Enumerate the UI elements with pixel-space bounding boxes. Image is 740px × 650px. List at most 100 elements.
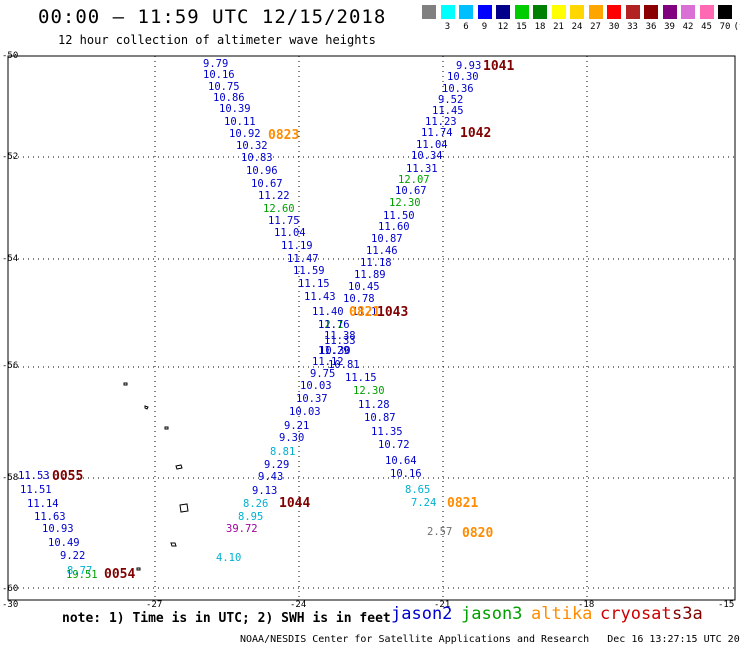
legend-label: 24	[571, 22, 583, 32]
map-subtitle: 12 hour collection of altimeter wave hei…	[58, 33, 376, 47]
wave-height-value: 9.22	[60, 550, 86, 562]
wave-height-value: 11.59	[293, 265, 325, 277]
pass-time-label: 1041	[483, 59, 515, 74]
wave-height-value: 10.16	[390, 468, 422, 480]
wave-height-value: 11.45	[432, 105, 464, 117]
wave-height-value: 11.15	[298, 278, 330, 290]
island-outline	[179, 503, 189, 513]
legend-label: 27	[590, 22, 601, 32]
legend-swatch	[422, 5, 436, 19]
legend-label: 21	[553, 22, 564, 32]
legend-label: (ft)	[733, 22, 740, 32]
legend-swatch	[644, 5, 658, 19]
legend-swatch	[718, 5, 732, 19]
note-text: note: 1) Time is in UTC; 2) SWH is in fe…	[62, 611, 391, 626]
wave-height-value: 9.43	[258, 471, 284, 483]
wave-height-value: 9.30	[279, 432, 305, 444]
lat-tick-label: -54	[2, 254, 19, 264]
wave-height-value: 11.89	[354, 269, 386, 281]
wave-height-value: 10.36	[442, 83, 474, 95]
wave-height-value: 11.35	[371, 426, 403, 438]
legend-label: 39	[664, 22, 675, 32]
legend-label: 33	[627, 22, 638, 32]
wave-height-value: 12.07	[398, 174, 430, 186]
wave-height-value: 11.46	[366, 245, 398, 257]
wave-height-value: 12.30	[353, 385, 385, 397]
wave-height-value: 12.30	[389, 197, 421, 209]
lat-tick-label: -52	[2, 152, 19, 162]
wave-height-value: 10.78	[343, 293, 375, 305]
pass-time-label: 0820	[462, 526, 494, 541]
pass-time-label: 0823	[268, 128, 300, 143]
wave-height-value: 11.12	[312, 356, 344, 368]
wave-height-value: 10.37	[296, 393, 328, 405]
wave-height-value: 8.95	[238, 511, 264, 523]
wave-height-value: 10.96	[246, 165, 278, 177]
wave-height-value: 11.75	[268, 215, 300, 227]
legend-swatch	[681, 5, 695, 19]
wave-height-value: 10.93	[42, 523, 74, 535]
pass-time-label: 1043	[377, 305, 409, 320]
wave-height-value: 11.23	[425, 116, 457, 128]
legend-label: 6	[463, 22, 469, 32]
island-outline	[144, 405, 149, 410]
wave-height-value: 11.15	[345, 372, 377, 384]
wave-height-value: 9.79	[203, 58, 229, 70]
wave-height-value: 10.72	[378, 439, 410, 451]
wave-height-value: 19.51	[66, 569, 98, 581]
wave-height-value: 12.1	[318, 319, 344, 331]
legend-swatch	[699, 5, 714, 19]
wave-height-value: 10.87	[371, 233, 403, 245]
wave-height-value: 10.30	[447, 71, 479, 83]
wave-height-value: 11.38	[324, 330, 356, 342]
wave-height-value: 12.60	[263, 203, 295, 215]
legend-label: 36	[645, 22, 657, 32]
wave-height-value: 39.72	[226, 523, 258, 535]
wave-height-value: 11.53	[18, 470, 50, 482]
wave-height-value: 11.60	[378, 221, 410, 233]
wave-height-value: 11.51	[20, 484, 52, 496]
lon-tick-label: -18	[578, 600, 595, 610]
wave-height-value: 11.43	[304, 291, 336, 303]
legend-swatch	[588, 5, 603, 19]
map-title: 00:00 – 11:59 UTC 12/15/2018	[38, 6, 387, 28]
wave-height-value: 9.75	[310, 368, 336, 380]
wave-height-value: 10.87	[364, 412, 396, 424]
satellite-label: cryosat	[600, 604, 672, 624]
legend-swatch	[607, 5, 621, 19]
legend-swatch	[533, 5, 547, 19]
island-outline	[123, 382, 128, 386]
wave-height-value: 11.40	[312, 306, 344, 318]
wave-height-value: 9.52	[438, 94, 464, 106]
wave-height-value: 4.10	[216, 552, 242, 564]
wave-height-value: 10.67	[395, 185, 427, 197]
legend-label: 45	[701, 22, 712, 32]
legend-swatch	[477, 5, 492, 19]
wave-height-value: 9.93	[456, 60, 482, 72]
island-outline	[136, 567, 141, 571]
wave-height-value: 11.63	[34, 511, 66, 523]
lon-tick-label: -24	[290, 600, 307, 610]
island-outline	[175, 464, 183, 470]
wave-height-value: 10.67	[251, 178, 283, 190]
lat-tick-label: -56	[2, 361, 19, 371]
wave-height-value: 9.29	[264, 459, 290, 471]
legend-label: 18	[534, 22, 546, 32]
wave-height-value: 10.92	[229, 128, 261, 140]
legend-swatch	[570, 5, 584, 19]
satellite-label: s3a	[672, 604, 703, 624]
wave-height-value: 11.31	[406, 163, 438, 175]
pass-time-label: 1042	[460, 126, 492, 141]
wave-height-value: 11.1	[352, 306, 378, 318]
wave-height-value: 10.30	[319, 345, 351, 357]
wave-height-value: 10.16	[203, 69, 235, 81]
wave-height-value: 8.77	[67, 565, 93, 577]
wave-height-value: 10.03	[300, 380, 332, 392]
wave-height-value: 10.34	[411, 150, 443, 162]
lon-tick-label: -21	[434, 600, 451, 610]
pass-time-label: 0821	[447, 496, 479, 511]
legend-swatch	[459, 5, 473, 19]
legend-swatch	[514, 5, 529, 19]
lat-tick-label: -58	[2, 473, 19, 483]
wave-height-value: 11.14	[27, 498, 59, 510]
